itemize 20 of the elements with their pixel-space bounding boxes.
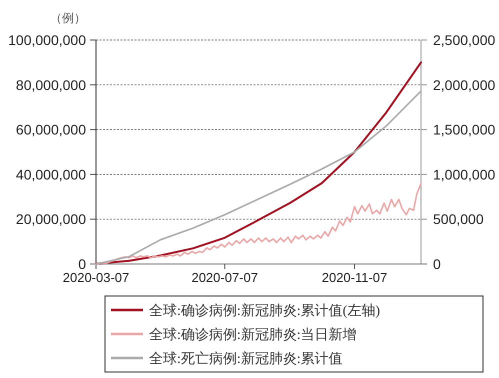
x-tick-label: 2020-11-07	[322, 270, 388, 285]
x-tick-label: 2020-07-07	[191, 270, 258, 285]
y-tick-label: 20,000,000	[16, 211, 86, 228]
y2-tick-label: 2,000,000	[433, 76, 496, 93]
y2-tick-label: 500,000	[433, 211, 484, 228]
legend-label: 全球:死亡病例:新冠肺炎:累计值	[149, 351, 343, 367]
y-tick-label: 40,000,000	[16, 166, 86, 182]
y2-tick-label: 2,500,000	[433, 32, 496, 48]
x-tick-label: 2020-03-07	[62, 270, 130, 285]
legend-label: 全球:确诊病例:新冠肺炎:累计值(左轴)	[149, 303, 380, 319]
y-tick-label: 60,000,000	[16, 122, 86, 138]
legend-label: 全球:确诊病例:新冠肺炎:当日新增	[149, 327, 357, 343]
line-series	[95, 182, 422, 265]
y2-tick-label: 1,500,000	[433, 122, 496, 138]
y2-tick-label: 1,000,000	[433, 166, 496, 182]
y-tick-label: 100,000,000	[8, 32, 86, 48]
y-axis-title: （例）	[50, 11, 86, 25]
y-tick-label: 0	[78, 256, 86, 272]
y2-tick-label: 0	[433, 256, 441, 272]
y-tick-label: 80,000,000	[16, 76, 86, 93]
